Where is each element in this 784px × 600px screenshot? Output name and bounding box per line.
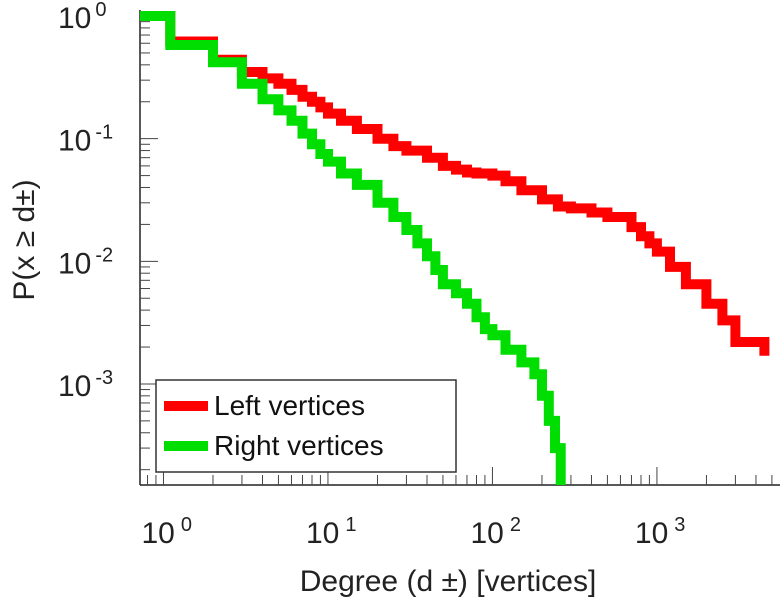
series-layer [140, 11, 770, 485]
y-axis-title: P(x ≥ d±) [8, 179, 41, 300]
legend-label-right: Right vertices [214, 430, 384, 461]
series-line-right-vertices [140, 11, 566, 485]
x-tick-label: 10 0 [141, 514, 192, 550]
x-tick-labels: 10 0 10 1 10 2 10 3 [141, 514, 685, 550]
x-tick-label: 10 1 [306, 514, 357, 550]
x-tick-label: 10 2 [470, 514, 521, 550]
y-tick-label: 10 0 [58, 0, 107, 35]
series-line-left-vertices [140, 11, 770, 356]
x-tick-label: 10 3 [635, 514, 686, 550]
y-tick-label: 10 -2 [58, 244, 113, 280]
y-tick-label: 10 -3 [58, 367, 113, 403]
y-tick-label: 10 -1 [58, 122, 113, 158]
legend-box [155, 379, 457, 473]
legend-label-left: Left vertices [214, 390, 365, 421]
legend: Left vertices Right vertices [155, 379, 457, 473]
axes-frame [139, 10, 780, 486]
x-axis-title: Degree (d ±) [vertices] [300, 565, 597, 598]
